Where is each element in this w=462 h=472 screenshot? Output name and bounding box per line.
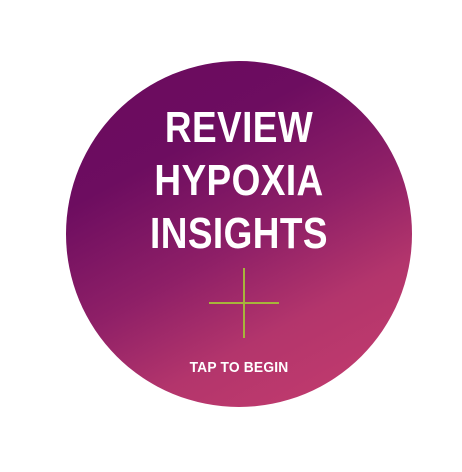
title-line-3: INSIGHTS (150, 209, 328, 258)
start-circle-button[interactable]: REVIEW HYPOXIA INSIGHTS TAP TO BEGIN (66, 61, 412, 407)
plus-icon (209, 268, 279, 338)
title-line-1: REVIEW (164, 103, 314, 152)
title-line-2: HYPOXIA (154, 156, 324, 205)
tap-to-begin-label: TAP TO BEGIN (189, 359, 289, 376)
